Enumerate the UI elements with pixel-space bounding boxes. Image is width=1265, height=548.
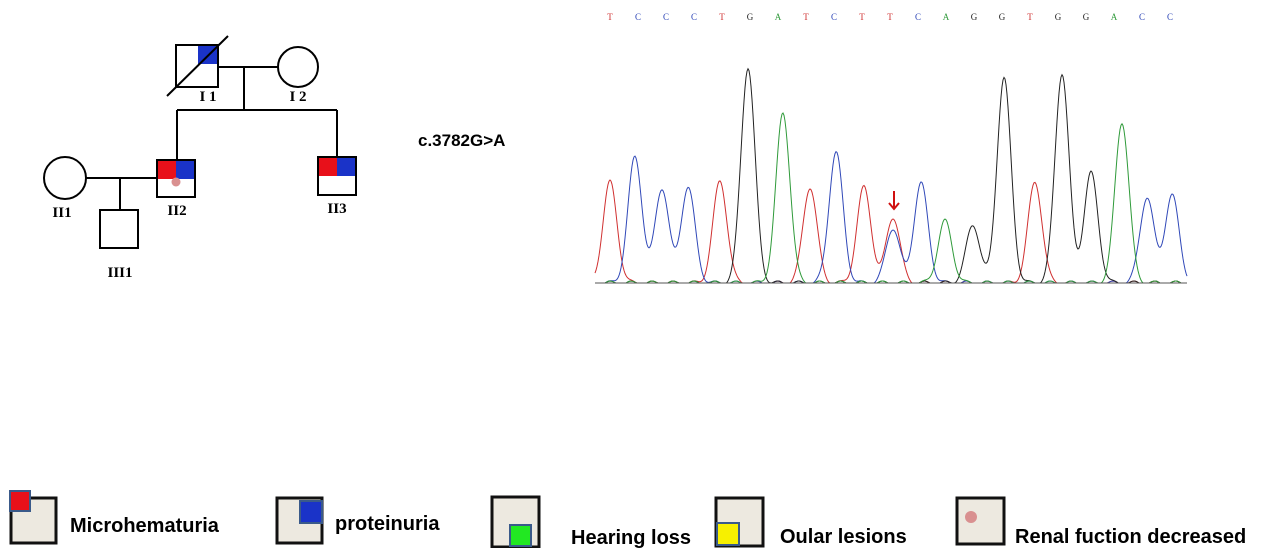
base-call: T bbox=[803, 12, 809, 22]
legend-label: Microhematuria bbox=[70, 515, 220, 537]
legend-label: Renal fuction decreased bbox=[1015, 526, 1246, 548]
legend-label: Hearing loss bbox=[571, 527, 691, 548]
label: II2 bbox=[167, 203, 186, 219]
label: I 2 bbox=[289, 89, 306, 105]
legend-label: proteinuria bbox=[335, 513, 440, 535]
legend-label: Oular lesions bbox=[780, 526, 907, 548]
legend-marker bbox=[300, 501, 322, 523]
pedigree bbox=[44, 36, 356, 248]
label: I 1 bbox=[199, 89, 216, 105]
proteinuria-marker bbox=[176, 161, 194, 179]
base-call: C bbox=[691, 12, 697, 22]
legend-marker bbox=[965, 511, 977, 523]
microhematuria-marker bbox=[319, 158, 337, 176]
legend-marker bbox=[10, 491, 30, 511]
mutation-arrow bbox=[889, 191, 899, 209]
trace bbox=[595, 113, 1187, 283]
figure: I 1 I 2 II1 II2 II3 III1 c.3782G>A Micro… bbox=[0, 0, 1265, 548]
label: II3 bbox=[327, 201, 346, 217]
legend-box bbox=[957, 498, 1004, 544]
base-call: C bbox=[915, 12, 921, 22]
chromatogram bbox=[595, 69, 1187, 283]
legend-marker bbox=[717, 523, 739, 545]
individual-III1 bbox=[100, 210, 138, 248]
legend-marker bbox=[510, 525, 531, 546]
base-call: G bbox=[1083, 12, 1090, 22]
label: III1 bbox=[107, 265, 132, 281]
base-call: G bbox=[1055, 12, 1062, 22]
base-call: T bbox=[1027, 12, 1033, 22]
base-call: C bbox=[831, 12, 837, 22]
label: II1 bbox=[52, 205, 71, 221]
renal-marker bbox=[172, 178, 181, 187]
trace bbox=[595, 69, 1187, 283]
base-call: G bbox=[999, 12, 1006, 22]
individual-II1 bbox=[44, 157, 86, 199]
base-call: C bbox=[635, 12, 641, 22]
base-call: T bbox=[719, 12, 725, 22]
base-call: A bbox=[775, 12, 782, 22]
base-call: G bbox=[971, 12, 978, 22]
base-call: G bbox=[747, 12, 754, 22]
microhematuria-marker bbox=[158, 161, 176, 179]
base-call: C bbox=[1167, 12, 1173, 22]
base-call: A bbox=[943, 12, 950, 22]
base-call: T bbox=[859, 12, 865, 22]
base-call: T bbox=[607, 12, 613, 22]
base-call: C bbox=[1139, 12, 1145, 22]
proteinuria-marker bbox=[337, 158, 355, 176]
base-call: A bbox=[1111, 12, 1118, 22]
individual-I2 bbox=[278, 47, 318, 87]
base-call: C bbox=[663, 12, 669, 22]
variant: c.3782G>A bbox=[418, 131, 505, 150]
base-call: T bbox=[887, 12, 893, 22]
